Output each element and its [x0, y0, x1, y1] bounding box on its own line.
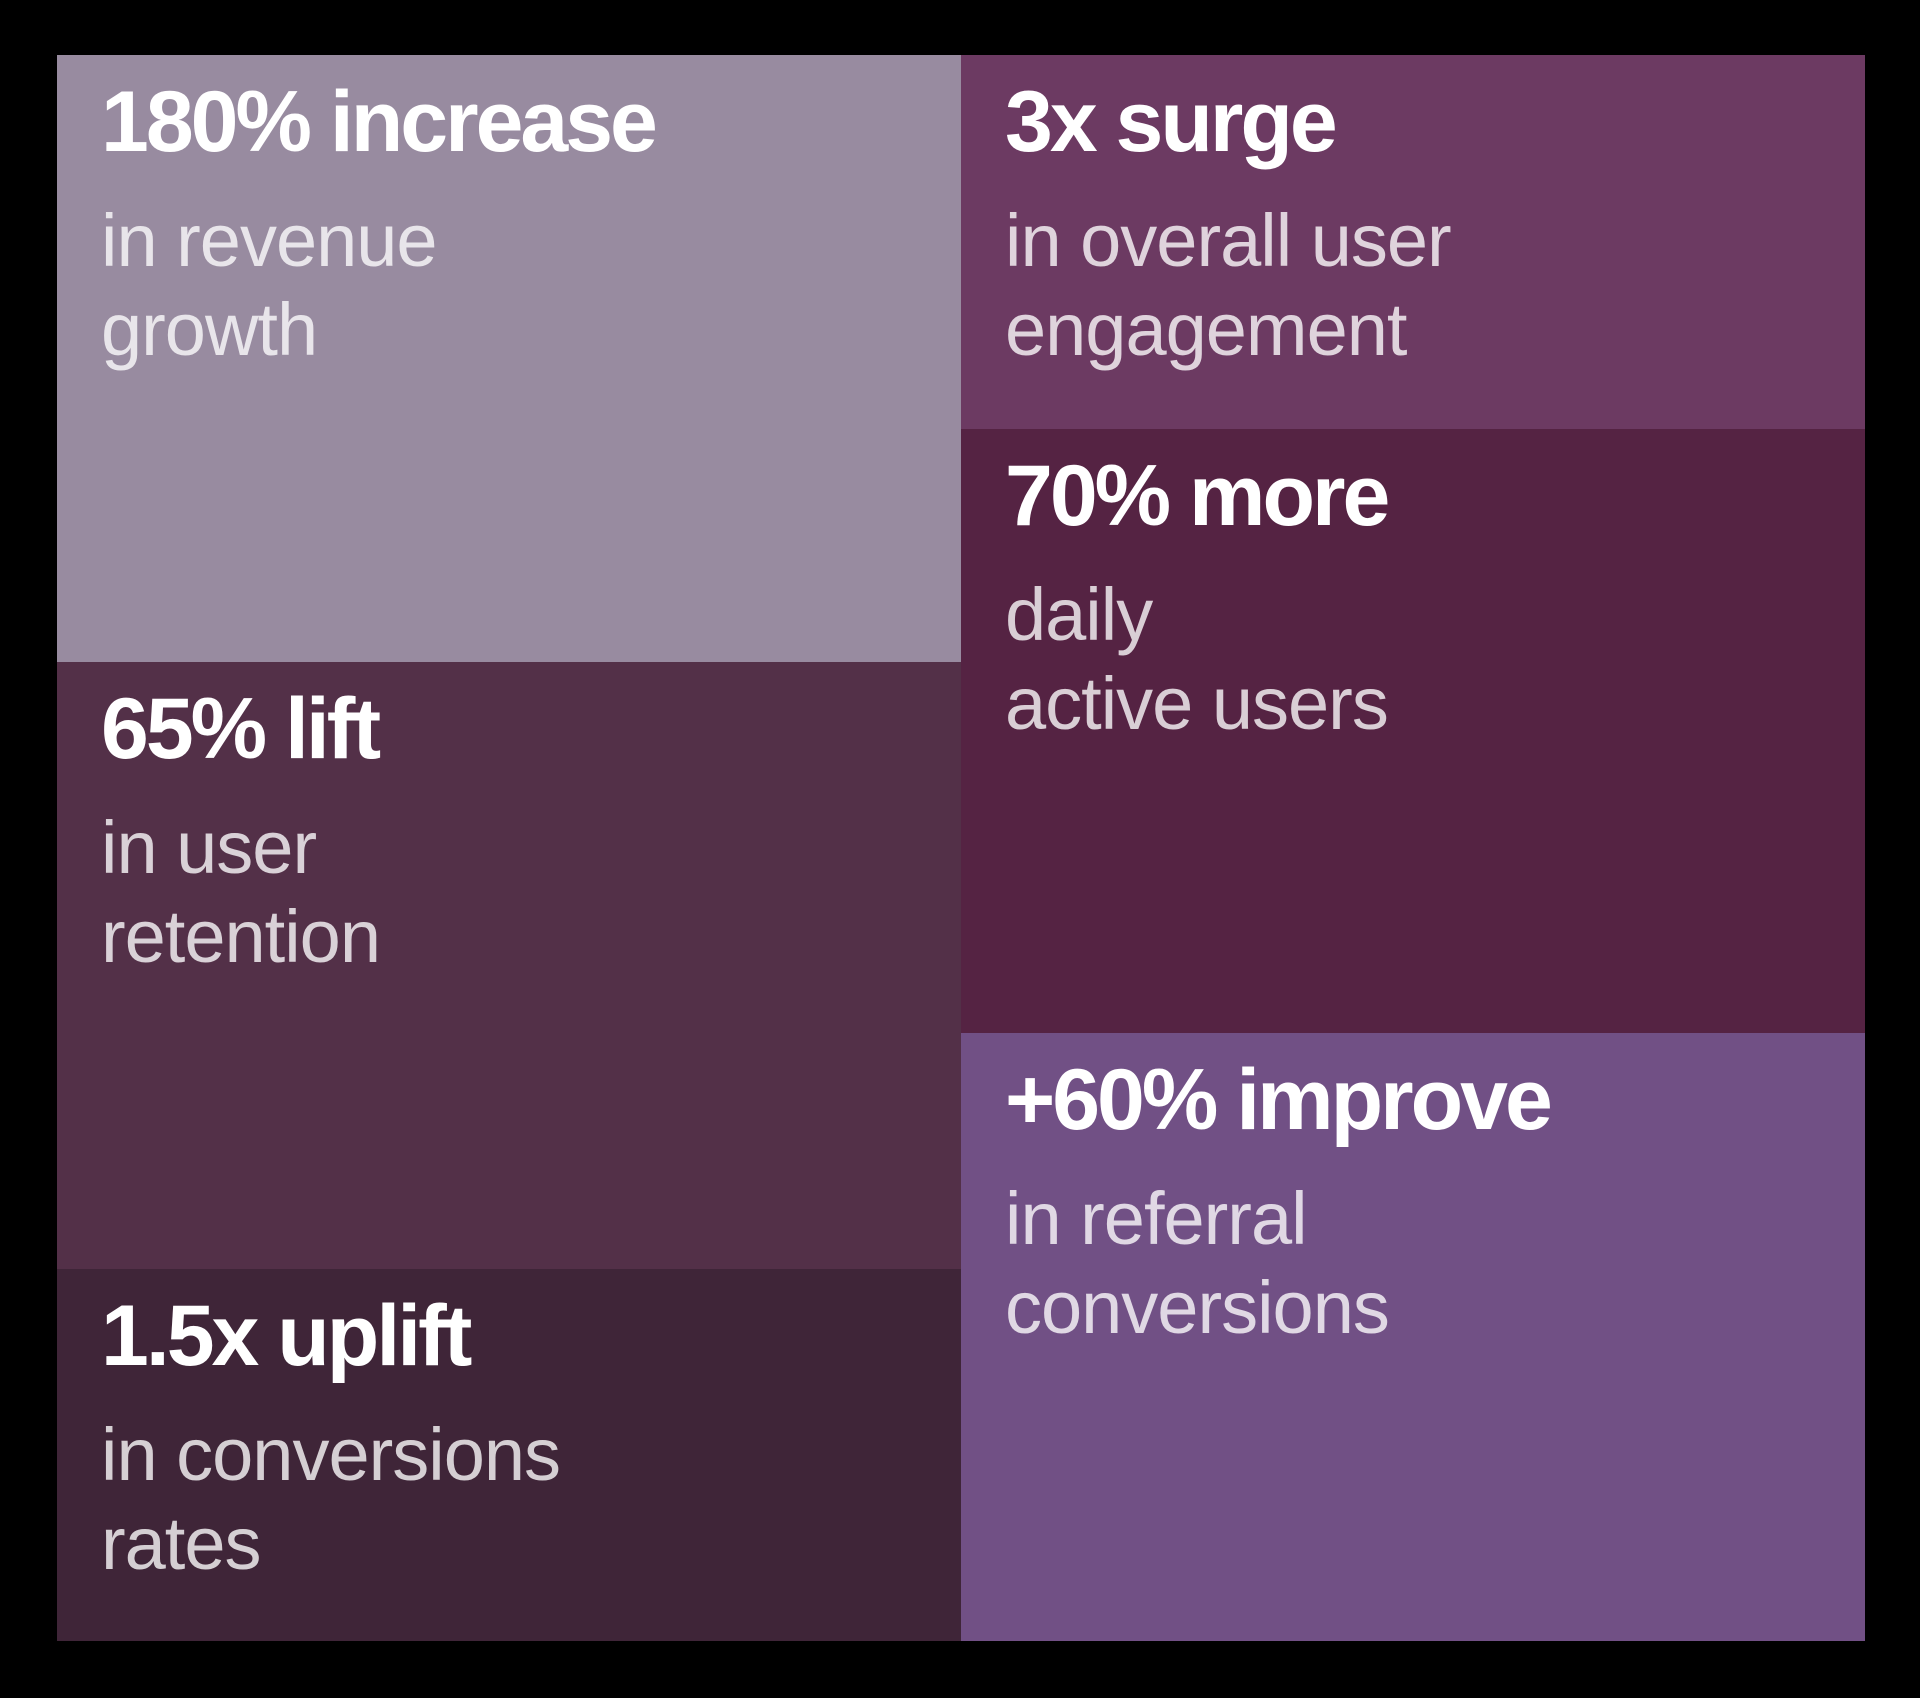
- stat-label-line: in referral: [1005, 1177, 1308, 1261]
- stat-label: in revenue growth: [101, 197, 921, 375]
- stat-label: in overall user engagement: [1005, 197, 1825, 375]
- stat-tile-daily-active-users: 70% more daily active users: [961, 429, 1865, 1033]
- stat-label-line: active users: [1005, 661, 1389, 745]
- stat-label-line: in user: [101, 806, 317, 890]
- stat-tile-conversion-rates: 1.5x uplift in conversions rates: [57, 1269, 961, 1641]
- stat-tile-referral-conversions: +60% improve in referral conversions: [961, 1033, 1865, 1641]
- right-column: 3x surge in overall user engagement 70% …: [961, 55, 1865, 1641]
- stat-label-line: in overall user: [1005, 199, 1452, 283]
- stat-label: in conversions rates: [101, 1411, 921, 1589]
- stat-tile-user-engagement: 3x surge in overall user engagement: [961, 55, 1865, 429]
- stat-label: in referral conversions: [1005, 1175, 1825, 1353]
- stat-label: in user retention: [101, 804, 921, 982]
- stat-label-line: in conversions: [101, 1413, 561, 1497]
- stat-label-line: retention: [101, 894, 381, 978]
- stat-value: +60% improve: [1005, 1052, 1553, 1148]
- left-column: 180% increase in revenue growth 65% lift…: [57, 55, 961, 1641]
- stat-label-line: rates: [101, 1501, 262, 1585]
- stat-value: 70% more: [1005, 448, 1390, 544]
- stat-label-line: daily: [1005, 573, 1153, 657]
- stat-label: daily active users: [1005, 571, 1825, 749]
- stat-tile-board: 180% increase in revenue growth 65% lift…: [57, 55, 1865, 1641]
- stat-value: 3x surge: [1005, 74, 1338, 170]
- stat-tile-revenue-growth: 180% increase in revenue growth: [57, 55, 961, 662]
- stat-label-line: conversions: [1005, 1265, 1390, 1349]
- stat-label-line: engagement: [1005, 287, 1407, 371]
- stat-label-line: growth: [101, 287, 318, 371]
- stat-value: 65% lift: [101, 681, 381, 777]
- stat-tile-user-retention: 65% lift in user retention: [57, 662, 961, 1269]
- stat-label-line: in revenue: [101, 199, 438, 283]
- stat-value: 1.5x uplift: [101, 1288, 472, 1384]
- stat-value: 180% increase: [101, 74, 658, 170]
